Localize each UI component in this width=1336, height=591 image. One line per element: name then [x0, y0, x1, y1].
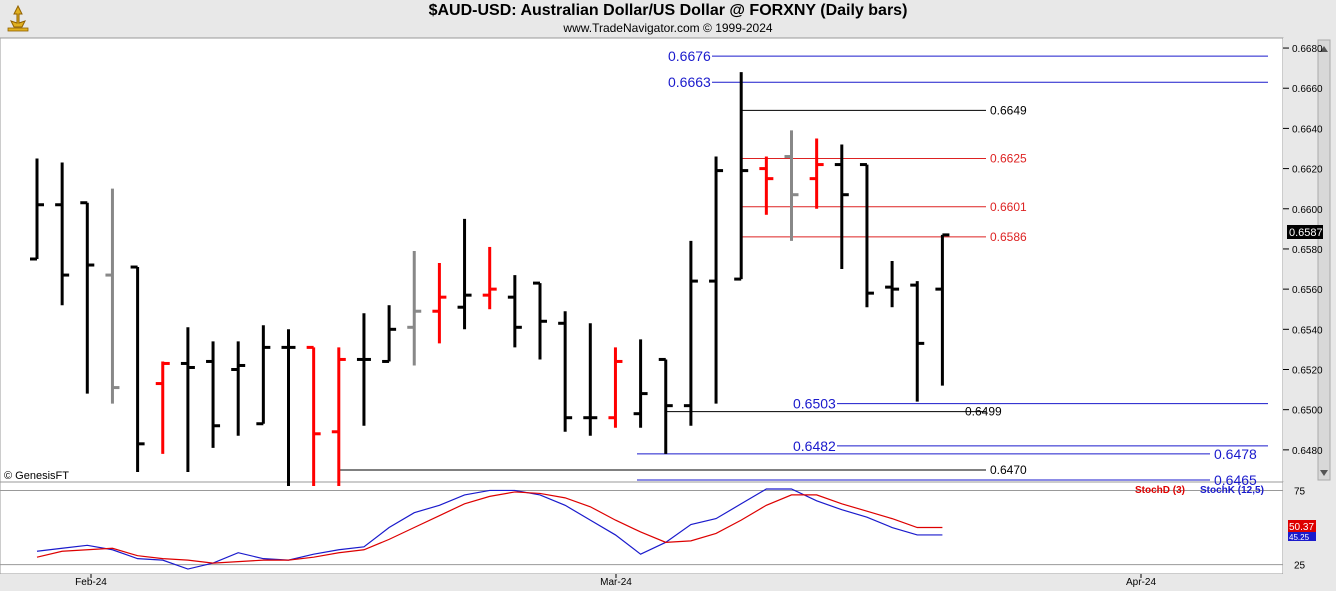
ohlc-bar — [306, 345, 321, 487]
date-tick-label: Apr-24 — [1126, 577, 1156, 588]
date-tick-label: Feb-24 — [75, 577, 107, 588]
price-tick-label: 0.6500 — [1292, 406, 1323, 417]
ohlc-bar — [834, 144, 849, 270]
vertical-scrollbar[interactable] — [1317, 39, 1331, 481]
ohlc-bar — [935, 233, 950, 386]
level-label: 0.6625 — [990, 152, 1027, 166]
ohlc-bar — [608, 347, 623, 428]
price-tick-label: 0.6580 — [1292, 245, 1323, 256]
ohlc-bar — [80, 201, 95, 394]
ohlc-bar — [683, 240, 698, 426]
ohlc-bar — [583, 323, 598, 436]
level-label: 0.6470 — [990, 463, 1027, 477]
ohlc-bar — [256, 325, 271, 426]
ohlc-bar — [55, 162, 70, 306]
price-tick-label: 0.6640 — [1292, 124, 1323, 135]
legend-stochk: StochK (12,5) — [1200, 485, 1264, 496]
ohlc-bar — [658, 357, 673, 454]
price-tick-label: 0.6660 — [1292, 84, 1323, 95]
price-tick-label: 0.6540 — [1292, 325, 1323, 336]
legend-stochd: StochD (3) — [1135, 485, 1185, 496]
scroll-up-icon[interactable] — [1320, 46, 1328, 52]
ohlc-bar — [734, 72, 749, 281]
stoch-series-line — [36, 491, 943, 564]
level-label: 0.6601 — [990, 200, 1027, 214]
ohlc-bar — [784, 130, 799, 241]
price-tick-label: 0.6520 — [1292, 365, 1323, 376]
copyright-label: © GenesisFT — [4, 470, 69, 482]
ohlc-bar — [533, 281, 547, 360]
level-label: 0.6503 — [793, 396, 836, 412]
ohlc-bar — [130, 265, 145, 472]
price-tick-label: 0.6600 — [1292, 205, 1323, 216]
ohlc-bar — [432, 263, 447, 344]
level-label: 0.6499 — [965, 405, 1002, 419]
chart-header: $AUD-USD: Australian Dollar/US Dollar @ … — [0, 0, 1336, 38]
price-tick-label: 0.6620 — [1292, 165, 1323, 176]
ohlc-bar — [759, 156, 774, 215]
ohlc-bar — [558, 311, 573, 432]
price-tick-label: 0.6560 — [1292, 285, 1323, 296]
level-label: 0.6676 — [668, 48, 711, 64]
level-label: 0.6465 — [1214, 472, 1257, 488]
indicator-tick-label: 25 — [1294, 561, 1306, 572]
ohlc-bar — [507, 275, 522, 348]
ohlc-bar — [457, 218, 472, 330]
chart-title: $AUD-USD: Australian Dollar/US Dollar @ … — [428, 2, 908, 19]
ohlc-bar — [331, 347, 346, 487]
level-label: 0.6482 — [793, 438, 836, 454]
scroll-down-icon[interactable] — [1320, 470, 1328, 476]
ohlc-bar — [382, 305, 397, 363]
chart-subtitle: www.TradeNavigator.com © 1999-2024 — [563, 21, 773, 35]
level-label: 0.6586 — [990, 230, 1027, 244]
ohlc-bar — [809, 138, 824, 209]
price-tick-label: 0.6680 — [1292, 44, 1323, 55]
ohlc-bar — [281, 329, 296, 487]
ohlc-bar — [633, 339, 648, 428]
ohlc-bar — [859, 163, 874, 308]
level-label: 0.6478 — [1214, 446, 1257, 462]
price-tick-label: 0.6480 — [1292, 446, 1323, 457]
ohlc-bar — [155, 361, 170, 454]
ohlc-bar — [482, 246, 497, 310]
ohlc-bar — [231, 341, 246, 436]
last-price-label: 0.6587 — [1289, 227, 1323, 239]
ohlc-bar — [910, 281, 925, 402]
ohlc-bar — [206, 341, 221, 448]
ohlc-bar — [30, 158, 44, 261]
level-label: 0.6649 — [990, 103, 1027, 117]
date-tick-label: Mar-24 — [600, 577, 632, 588]
stoch-series-line — [36, 488, 943, 570]
genesis-logo-icon — [3, 3, 33, 38]
stochk-last-label: 45.25 — [1289, 533, 1310, 542]
ohlc-bar — [885, 261, 900, 308]
ohlc-bar — [105, 188, 120, 404]
level-label: 0.6663 — [668, 74, 711, 90]
ohlc-bar — [180, 327, 195, 472]
stochd-last-label: 50.37 — [1289, 522, 1314, 533]
ohlc-bar — [709, 156, 724, 404]
ohlc-bar — [356, 313, 371, 426]
ohlc-bar — [407, 250, 422, 366]
indicator-tick-label: 75 — [1294, 486, 1306, 497]
stochd-last-badge — [1288, 520, 1316, 532]
last-price-badge — [1287, 225, 1323, 239]
date-axis — [0, 574, 1336, 591]
stochk-last-badge — [1288, 532, 1316, 541]
